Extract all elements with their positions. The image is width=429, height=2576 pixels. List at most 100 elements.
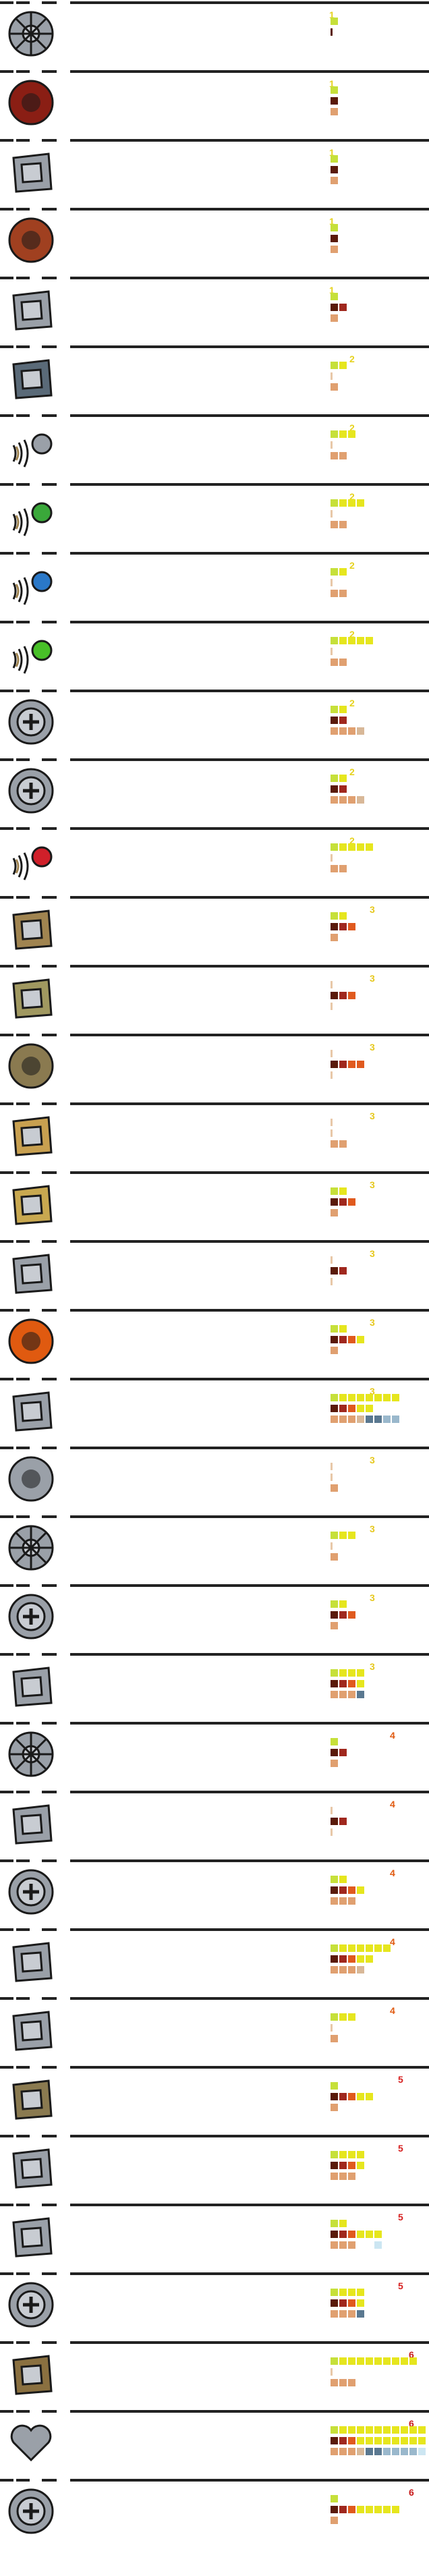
cost-square: [339, 1669, 347, 1677]
seated-figure-icon[interactable]: [4, 2484, 58, 2538]
upgrade-row[interactable]: 4: [0, 1789, 429, 1858]
row-separator: [0, 1170, 429, 1175]
upgrade-row[interactable]: 6: [0, 2477, 429, 2546]
running-foot-icon[interactable]: [4, 1245, 58, 1299]
cost-square: [348, 1394, 355, 1401]
cost-square: [339, 521, 347, 528]
cost-square: [339, 1267, 347, 1275]
petal-disk-icon[interactable]: [4, 1521, 58, 1575]
upgrade-row[interactable]: 3: [0, 1308, 429, 1376]
upgrade-row[interactable]: 2: [0, 551, 429, 619]
cog-wheel-icon[interactable]: [4, 1727, 58, 1781]
upgrade-row[interactable]: 3: [0, 1445, 429, 1514]
skull-canister-icon[interactable]: [4, 351, 58, 405]
upgrade-row[interactable]: 3: [0, 1652, 429, 1720]
no-fire-icon[interactable]: [4, 213, 58, 267]
upgrade-row[interactable]: 3: [0, 1239, 429, 1308]
spider-icon[interactable]: [4, 1796, 58, 1850]
cost-square: [331, 86, 338, 94]
upgrade-row[interactable]: 4: [0, 1996, 429, 2065]
blue-moon-wave-icon[interactable]: [4, 557, 58, 611]
upgrade-row[interactable]: 2: [0, 619, 429, 688]
upgrade-row[interactable]: 4: [0, 1858, 429, 1927]
cost-grid: [331, 1532, 355, 1564]
upgrade-row[interactable]: 2: [0, 344, 429, 413]
cost-square: [339, 304, 347, 311]
upgrade-row[interactable]: 4: [0, 1720, 429, 1789]
upgrade-row[interactable]: 3: [0, 963, 429, 1032]
heart-wave-icon[interactable]: [4, 833, 58, 887]
upgrade-row[interactable]: 1: [0, 0, 429, 69]
upgrade-row[interactable]: 1: [0, 275, 429, 344]
wind-swirl-icon[interactable]: [4, 282, 58, 336]
medic-plus-icon[interactable]: [4, 2278, 58, 2332]
upgrade-row[interactable]: 1: [0, 138, 429, 206]
orange-sun-icon[interactable]: [4, 1314, 58, 1368]
battery-wave-icon[interactable]: [4, 488, 58, 542]
winged-heart-icon[interactable]: [4, 2415, 58, 2469]
upgrade-row[interactable]: 4: [0, 1927, 429, 1996]
medkit-plus-icon[interactable]: [4, 764, 58, 818]
cost-square: [348, 2289, 355, 2296]
burning-figure-icon[interactable]: [4, 2140, 58, 2194]
upgrade-row[interactable]: 6: [0, 2340, 429, 2409]
upgrade-row[interactable]: 2: [0, 757, 429, 826]
green-blob-wave-icon[interactable]: [4, 626, 58, 680]
cost-square: [409, 2357, 417, 2365]
upgrade-row[interactable]: 3: [0, 1101, 429, 1170]
upgrade-row[interactable]: 1: [0, 206, 429, 275]
snowflake-gear-icon[interactable]: [4, 7, 58, 61]
cost-square: [339, 1691, 347, 1698]
upgrade-row[interactable]: 5: [0, 2271, 429, 2340]
armor-shield-icon[interactable]: [4, 695, 58, 749]
upgrade-row[interactable]: 2: [0, 413, 429, 482]
upgrade-row[interactable]: 3: [0, 1583, 429, 1652]
upgrade-row[interactable]: 3: [0, 1032, 429, 1101]
upgrade-row[interactable]: 5: [0, 2133, 429, 2202]
ice-crystal-wave-icon[interactable]: [4, 420, 58, 474]
magnet-claw-icon[interactable]: [4, 1383, 58, 1437]
mole-face-icon[interactable]: [4, 1039, 58, 1093]
broom-icon[interactable]: [4, 1108, 58, 1162]
cost-grid: [331, 362, 347, 394]
upgrade-row[interactable]: 3: [0, 1170, 429, 1239]
black-hole-icon[interactable]: [4, 1452, 58, 1506]
sprout-leaf-icon[interactable]: [4, 2347, 58, 2401]
cost-square: [348, 2506, 355, 2513]
upgrade-row[interactable]: 2: [0, 482, 429, 551]
upgrade-row[interactable]: 5: [0, 2065, 429, 2133]
cost-square: [357, 1405, 364, 1412]
network-cube-icon[interactable]: [4, 144, 58, 198]
upgrade-row[interactable]: 3: [0, 895, 429, 963]
cost-square: [331, 1876, 338, 1883]
upgrade-row[interactable]: 2: [0, 826, 429, 895]
weights-icon[interactable]: [4, 970, 58, 1024]
shark-badge-icon[interactable]: [4, 2003, 58, 2056]
shield-cross-icon[interactable]: [4, 1590, 58, 1644]
upgrade-row[interactable]: 1: [0, 69, 429, 138]
wrench-sprout-icon[interactable]: [4, 2209, 58, 2263]
upgrade-row[interactable]: 6: [0, 2409, 429, 2477]
cost-square: [331, 1611, 338, 1619]
steam-heat-icon[interactable]: [4, 1177, 58, 1231]
claw-badge-icon[interactable]: [4, 901, 58, 955]
upgrade-row[interactable]: 3: [0, 1514, 429, 1583]
cost-square: [374, 2448, 382, 2455]
cost-square: [348, 796, 355, 804]
crowd-arrows-icon[interactable]: [4, 2071, 58, 2125]
tier-label: 2: [349, 491, 355, 502]
umbrella-badge-icon[interactable]: [4, 1865, 58, 1919]
upgrade-row[interactable]: 2: [0, 688, 429, 757]
upgrade-row[interactable]: 3: [0, 1376, 429, 1445]
row-separator: [0, 1032, 429, 1038]
fire-drop-icon[interactable]: [4, 76, 58, 130]
walking-man-icon[interactable]: [4, 1934, 58, 1988]
cost-grid: [331, 1807, 347, 1839]
cost-square: [357, 1966, 364, 1973]
upgrade-row[interactable]: 5: [0, 2202, 429, 2271]
cost-grid: [331, 2426, 426, 2459]
tier-label: 5: [398, 2074, 403, 2085]
cost-square: [339, 637, 347, 644]
circuit-door-icon[interactable]: [4, 1658, 58, 1712]
cost-square: [331, 108, 338, 115]
